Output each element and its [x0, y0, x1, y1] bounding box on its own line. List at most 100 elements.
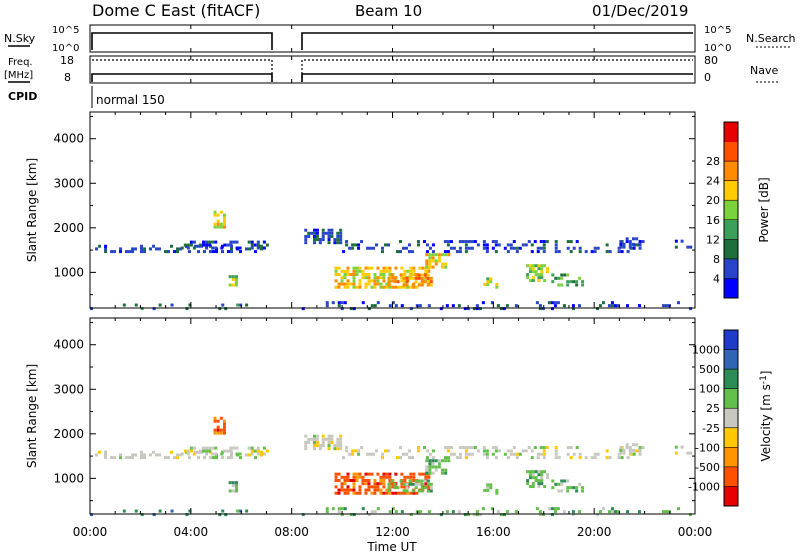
echo-cell — [515, 452, 519, 456]
echo-cell — [617, 456, 621, 460]
echo-cell — [367, 273, 371, 276]
echo-cell — [262, 240, 266, 244]
echo-cell — [259, 247, 263, 251]
echo-cell — [327, 447, 331, 451]
echo-cell — [593, 456, 597, 460]
echo-cell — [379, 276, 383, 280]
echo-cell — [521, 449, 525, 453]
colorbar-tick-label: 28 — [706, 155, 720, 168]
echo-cell — [542, 446, 546, 450]
echo-cell — [352, 475, 356, 479]
echo-cell — [382, 491, 386, 495]
echo-cell — [526, 479, 530, 483]
echo-cell — [638, 452, 642, 456]
echo-cell — [381, 452, 385, 456]
echo-cell — [331, 507, 335, 511]
echo-cell — [382, 479, 386, 482]
echo-cell — [333, 238, 337, 242]
freq-tick-high: 18 — [60, 54, 74, 67]
echo-cell — [349, 513, 353, 517]
echo-cell — [664, 304, 668, 308]
echo-cell — [334, 475, 338, 479]
echo-cell — [352, 479, 356, 482]
echo-cell — [485, 250, 489, 254]
echo-cell — [674, 245, 678, 249]
echo-cell — [540, 270, 544, 274]
echo-cell — [385, 491, 389, 495]
echo-cell — [494, 449, 498, 453]
echo-cell — [499, 513, 503, 517]
echo-cell — [431, 265, 435, 269]
echo-cell — [537, 482, 541, 486]
station-title: Dome C East (fitACF) — [92, 1, 260, 20]
echo-cell — [180, 452, 184, 456]
echo-cell — [197, 450, 201, 454]
echo-cell — [426, 479, 430, 483]
echo-cell — [385, 282, 389, 286]
echo-cell — [364, 266, 368, 270]
echo-cell — [619, 446, 623, 450]
echo-cell — [379, 479, 383, 482]
echo-cell — [214, 250, 218, 254]
echo-cell — [512, 452, 516, 456]
echo-cell — [554, 250, 558, 254]
echo-cell — [256, 240, 260, 244]
echo-cell — [325, 304, 329, 308]
echo-cell — [571, 304, 575, 308]
echo-cell — [425, 468, 429, 472]
echo-cell — [395, 250, 399, 254]
echo-cell — [327, 437, 331, 441]
echo-cell — [367, 479, 371, 482]
colorbar-segment — [724, 239, 738, 260]
echo-cell — [444, 468, 448, 472]
echo-cell — [197, 244, 201, 248]
echo-cell — [427, 475, 431, 479]
echo-cell — [354, 243, 358, 247]
echo-cell — [337, 285, 341, 289]
echo-cell — [321, 231, 325, 235]
echo-cell — [400, 279, 404, 283]
echo-cell — [464, 246, 468, 250]
echo-cell — [98, 450, 102, 454]
echo-cell — [499, 307, 503, 311]
echo-cell — [481, 507, 485, 511]
nsky-tick-high: 10^5 — [52, 25, 79, 36]
echo-cell — [220, 452, 224, 456]
echo-cell — [575, 280, 579, 284]
echo-cell — [547, 507, 551, 511]
echo-cell — [405, 283, 409, 287]
echo-cell — [189, 240, 193, 244]
echo-cell — [213, 222, 217, 226]
echo-cell — [626, 250, 630, 254]
echo-cell — [340, 279, 344, 283]
echo-cell — [346, 279, 350, 283]
echo-cell — [343, 491, 347, 495]
echo-cell — [543, 279, 547, 283]
echo-cell — [426, 276, 430, 280]
echo-cell — [566, 479, 570, 483]
echo-cell — [189, 243, 193, 247]
echo-cell — [486, 488, 490, 492]
echo-cell — [134, 509, 138, 513]
echo-cell — [578, 276, 582, 280]
echo-cell — [569, 250, 573, 254]
echo-cell — [352, 472, 356, 476]
echo-cell — [194, 450, 198, 454]
echo-cell — [427, 485, 431, 489]
echo-cell — [343, 475, 347, 479]
echo-cell — [340, 507, 344, 511]
echo-cell — [617, 250, 621, 254]
echo-cell — [403, 491, 407, 495]
echo-cell — [337, 507, 341, 511]
echo-cell — [688, 513, 692, 517]
x-tick-label: 20:00 — [577, 525, 612, 539]
echo-cell — [213, 419, 217, 423]
echo-cell — [234, 483, 238, 487]
echo-cell — [417, 276, 421, 280]
echo-cell — [441, 253, 445, 257]
echo-cell — [628, 451, 632, 455]
echo-cell — [531, 276, 535, 280]
echo-cell — [635, 443, 639, 447]
echo-cell — [385, 472, 389, 476]
echo-cell — [605, 250, 609, 254]
